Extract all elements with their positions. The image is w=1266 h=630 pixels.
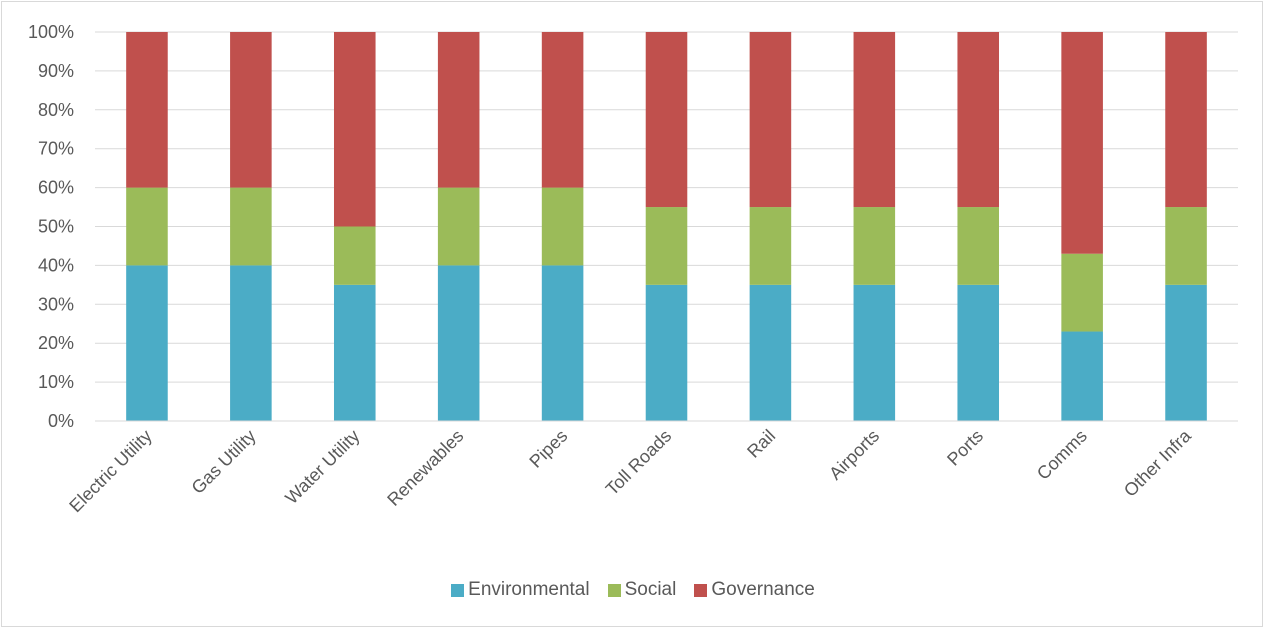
- bar-segment-social: [437, 187, 480, 266]
- bar-segment-social: [1165, 207, 1207, 285]
- y-tick-label: 60%: [38, 178, 74, 198]
- x-category-label: Electric Utility: [65, 426, 156, 517]
- bar-segment-social: [230, 187, 272, 266]
- bar-segment-environmental: [230, 265, 272, 421]
- bar-segment-governance: [853, 32, 896, 208]
- legend-label: Social: [624, 579, 677, 600]
- y-tick-label: 80%: [38, 100, 74, 120]
- y-tick-label: 70%: [38, 139, 74, 159]
- y-tick-label: 100%: [28, 22, 74, 42]
- bar-segment-social: [333, 226, 376, 285]
- x-category-label: Rail: [743, 426, 779, 462]
- bar-segment-governance: [333, 32, 376, 227]
- bar-segment-governance: [437, 32, 480, 188]
- bar-segment-environmental: [645, 284, 688, 421]
- bar-segment-governance: [230, 32, 272, 188]
- bar-segment-environmental: [957, 284, 1000, 421]
- legend: Environmental Social Governance: [0, 579, 1266, 601]
- y-tick-label: 0%: [48, 411, 74, 431]
- y-tick-label: 40%: [38, 255, 74, 275]
- bar-segment-governance: [126, 32, 168, 188]
- legend-swatch: [694, 583, 708, 597]
- y-tick-label: 90%: [38, 61, 74, 81]
- y-tick-label: 20%: [38, 333, 74, 353]
- x-category-label: Comms: [1033, 426, 1091, 484]
- bar-segment-environmental: [1061, 331, 1103, 421]
- x-category-label: Airports: [825, 426, 883, 484]
- bar-segment-governance: [1061, 32, 1103, 254]
- legend-label: Environmental: [468, 579, 590, 600]
- legend-label: Governance: [711, 579, 815, 600]
- bar-segment-social: [645, 207, 688, 285]
- bar-segment-environmental: [541, 265, 584, 421]
- bar-segment-governance: [541, 32, 584, 188]
- bar-segment-environmental: [126, 265, 168, 421]
- bar-segment-environmental: [853, 284, 896, 421]
- y-tick-label: 10%: [38, 372, 74, 392]
- bars: [126, 32, 1207, 421]
- bar-segment-social: [853, 207, 896, 285]
- y-tick-label: 50%: [38, 217, 74, 237]
- bar-segment-social: [749, 207, 792, 285]
- x-category-label: Water Utility: [281, 426, 363, 508]
- bar-segment-governance: [645, 32, 688, 208]
- legend-item-social: Social: [607, 579, 677, 601]
- bar-segment-social: [1061, 253, 1103, 332]
- y-axis-tick-labels: 0% 10% 20% 30% 40% 50% 60% 70% 80% 90% 100%: [28, 22, 74, 431]
- bar-segment-social: [126, 187, 168, 266]
- bar-segment-social: [541, 187, 584, 266]
- legend-item-governance: Governance: [694, 579, 815, 601]
- bar-segment-governance: [1165, 32, 1207, 208]
- bar-segment-environmental: [437, 265, 480, 421]
- x-category-label: Toll Roads: [602, 426, 676, 500]
- bar-segment-environmental: [333, 284, 376, 421]
- bar-segment-governance: [957, 32, 1000, 208]
- legend-swatch: [451, 583, 465, 597]
- legend-item-environmental: Environmental: [451, 579, 590, 601]
- x-category-label: Gas Utility: [188, 426, 260, 498]
- x-category-label: Renewables: [383, 426, 467, 510]
- bar-segment-environmental: [1165, 284, 1207, 421]
- x-category-label: Other Infra: [1120, 425, 1196, 501]
- x-axis-category-labels: Electric Utility Gas Utility Water Utility…: [65, 425, 1195, 516]
- bar-segment-social: [957, 207, 1000, 285]
- x-category-label: Ports: [943, 426, 987, 470]
- y-tick-label: 30%: [38, 294, 74, 314]
- bar-segment-governance: [749, 32, 792, 208]
- bar-segment-environmental: [749, 284, 792, 421]
- x-category-label: Pipes: [525, 426, 571, 472]
- legend-swatch: [607, 583, 621, 597]
